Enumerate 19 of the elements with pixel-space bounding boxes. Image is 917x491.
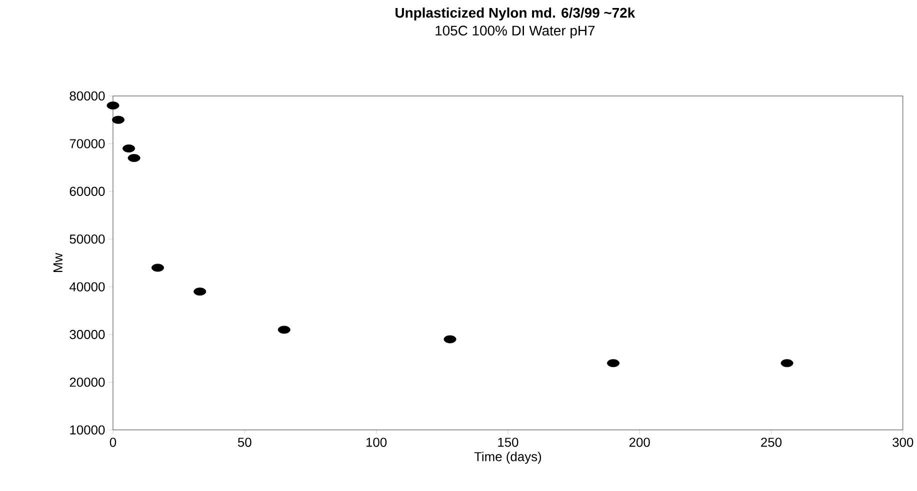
- x-tick-label: 250: [761, 438, 782, 447]
- chart-title: Unplasticized Nylon md. 6/3/99 ~72k: [396, 8, 636, 21]
- y-tick-label: 10000: [70, 425, 105, 435]
- x-tick-label: 200: [629, 438, 650, 447]
- y-tick-label: 30000: [70, 330, 105, 340]
- x-tick-label: 0: [110, 438, 116, 447]
- x-tick-label: 50: [238, 438, 252, 447]
- x-tick-label: 100: [366, 438, 387, 447]
- y-tick-label: 80000: [70, 91, 105, 101]
- y-tick-label: 70000: [70, 139, 105, 148]
- x-axis-title: Time (days): [474, 452, 542, 464]
- y-axis-title: Mw: [53, 252, 62, 272]
- y-tick-label: 50000: [70, 234, 105, 244]
- chart-subtitle: 105C 100% DI Water pH7: [436, 26, 595, 38]
- y-tick-label: 20000: [70, 378, 105, 387]
- x-tick-label: 150: [498, 438, 518, 447]
- x-tick-label: 300: [892, 438, 914, 447]
- y-tick-label: 60000: [70, 186, 105, 196]
- y-tick-label: 40000: [70, 282, 105, 292]
